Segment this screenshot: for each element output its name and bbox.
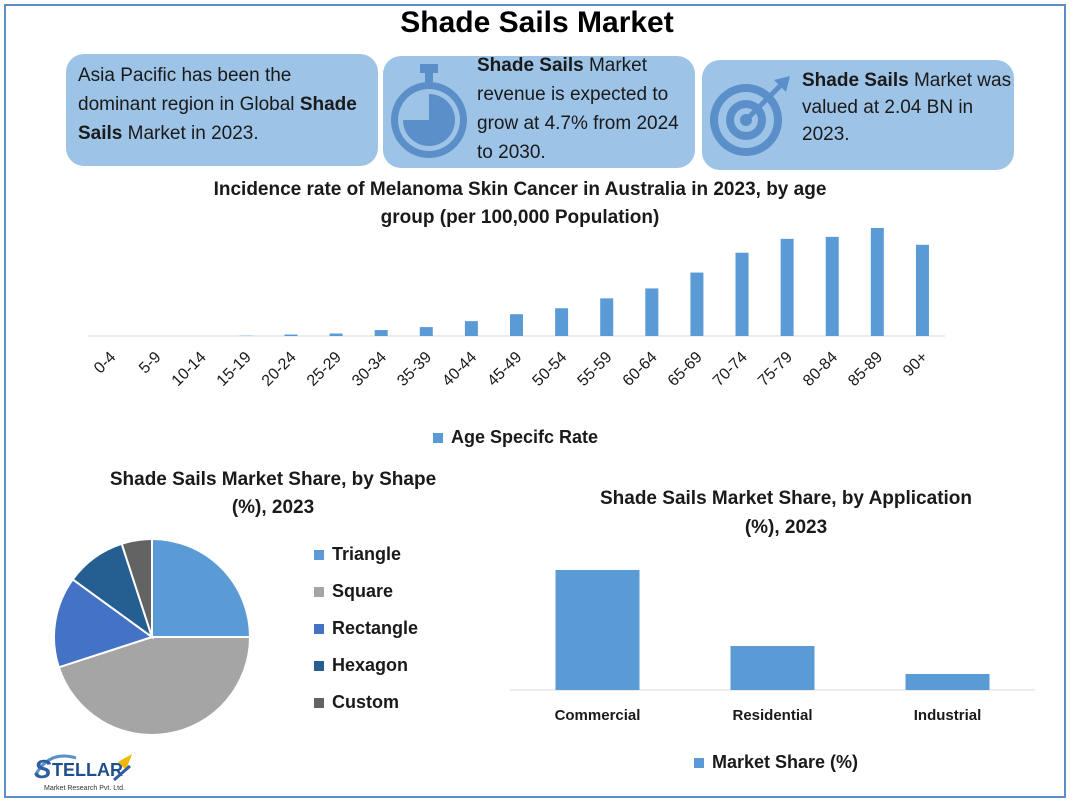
legend-item-square: Square: [314, 581, 418, 602]
application-chart-title: Shade Sails Market Share, by Application…: [560, 484, 1012, 542]
legend-swatch: [314, 587, 324, 598]
application-legend: Market Share (%): [694, 752, 858, 773]
pie-slice-triangle: [151, 537, 252, 638]
svg-text:TELLAR: TELLAR: [52, 760, 123, 780]
stellar-logo-icon: S TELLAR Market Research Pvt. Ltd.: [34, 754, 132, 792]
title-line: group (per 100,000 Population): [380, 207, 660, 228]
pie-slice-rectangle: [53, 577, 155, 669]
svg-text:S: S: [34, 754, 52, 784]
bar: [645, 288, 659, 336]
title-line: (%), 2023: [231, 497, 315, 518]
bar: [555, 308, 569, 336]
page-title: Shade Sails Market: [400, 6, 674, 39]
company-logo: S TELLAR Market Research Pvt. Ltd.: [30, 740, 140, 798]
target-icon: [710, 76, 790, 156]
bar: [464, 321, 478, 336]
legend-label: Market Share (%): [712, 752, 859, 772]
x-tick-label: Commercial: [555, 707, 641, 724]
bar: [510, 314, 523, 336]
card-text: Market was valued at 2.04 BN in 2023.: [802, 70, 1012, 145]
x-tick-label: Residential: [732, 707, 812, 724]
title-line: Incidence rate of Melanoma Skin Cancer i…: [213, 179, 827, 200]
title-line: (%), 2023: [744, 517, 828, 538]
growth-text: Shade Sails Market revenue is expected t…: [477, 51, 691, 167]
valuation-text: Shade Sails Market was valued at 2.04 BN…: [802, 67, 1012, 148]
card-text: Market in 2023.: [122, 123, 259, 144]
pie-slice-square: [57, 636, 252, 736]
valuation-info-card: Shade Sails Market was valued at 2.04 BN…: [702, 60, 1014, 170]
bar: [915, 244, 929, 336]
bar: [374, 330, 388, 336]
bar: [780, 238, 794, 336]
legend-item-hexagon: Hexagon: [314, 655, 418, 676]
shape-chart-title: Shade Sails Market Share, by Shape (%), …: [80, 466, 466, 522]
legend-swatch: [694, 758, 704, 769]
legend-swatch: [314, 624, 324, 635]
legend-label: Triangle: [332, 544, 402, 564]
card-bold-text: Shade Sails: [78, 94, 357, 144]
legend-label: Rectangle: [332, 618, 419, 638]
legend-label: Square: [332, 581, 394, 601]
bar: [600, 298, 614, 336]
shape-pie-chart: [53, 537, 252, 736]
svg-text:Market Research Pvt. Ltd.: Market Research Pvt. Ltd.: [44, 785, 125, 792]
legend-label: Hexagon: [332, 655, 409, 675]
region-info-card: Asia Pacific has been the dominant regio…: [66, 54, 378, 166]
bar: [690, 272, 704, 336]
legend-swatch: [314, 550, 324, 561]
bar: [329, 333, 343, 336]
title-line: Shade Sails Market Share, by Application: [599, 488, 973, 509]
legend-swatch: [314, 698, 324, 709]
bar: [735, 252, 749, 336]
infographic-frame: [4, 4, 1066, 798]
card-text: Market revenue is expected to grow at 4.…: [477, 55, 679, 163]
stopwatch-icon: [391, 64, 467, 158]
legend-item-rectangle: Rectangle: [314, 618, 418, 639]
bar: [419, 327, 433, 336]
shape-legend: Triangle Square Rectangle Hexagon Custom: [314, 544, 418, 729]
growth-info-card: Shade Sails Market revenue is expected t…: [383, 55, 695, 168]
legend-item-custom: Custom: [314, 692, 418, 713]
bar: [284, 334, 298, 336]
title-line: Shade Sails Market Share, by Shape: [109, 469, 437, 490]
card-bold-text: Shade Sails: [477, 55, 584, 76]
legend-swatch: [314, 661, 324, 672]
incidence-chart-title: Incidence rate of Melanoma Skin Cancer i…: [120, 176, 920, 232]
bar: [870, 227, 884, 336]
card-text: Asia Pacific has been the dominant regio…: [78, 65, 300, 115]
legend-label: Age Specifc Rate: [451, 427, 599, 447]
bar: [905, 674, 990, 690]
pie-slice-custom: [120, 537, 153, 638]
legend-swatch: [433, 433, 443, 444]
bar: [555, 570, 640, 690]
incidence-legend: Age Specifc Rate: [433, 427, 598, 448]
bar: [825, 236, 839, 336]
card-bold-text: Shade Sails: [802, 70, 909, 91]
bar: [730, 646, 815, 690]
legend-label: Custom: [332, 692, 399, 712]
legend-item-triangle: Triangle: [314, 544, 418, 565]
x-tick-label: Industrial: [914, 707, 982, 724]
